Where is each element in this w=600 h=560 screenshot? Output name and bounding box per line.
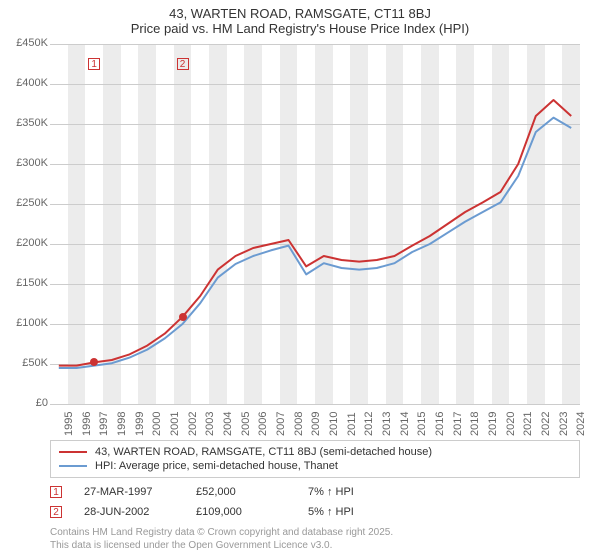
y-tick-label: £250K	[0, 197, 48, 209]
y-gridline	[50, 404, 580, 405]
x-tick-label: 2012	[363, 412, 375, 436]
y-tick-label: £350K	[0, 117, 48, 129]
legend-item: HPI: Average price, semi-detached house,…	[59, 459, 571, 473]
legend-label: 43, WARTEN ROAD, RAMSGATE, CT11 8BJ (sem…	[95, 446, 432, 458]
sale-price: £109,000	[196, 506, 286, 518]
sale-date: 27-MAR-1997	[84, 486, 174, 498]
x-tick-label: 2000	[151, 412, 163, 436]
x-tick-label: 2017	[452, 412, 464, 436]
x-tick-label: 1995	[63, 412, 75, 436]
series-line-subject	[59, 100, 571, 366]
x-tick-label: 2004	[222, 412, 234, 436]
sale-marker-icon: 2	[50, 506, 62, 518]
x-tick-label: 2020	[505, 412, 517, 436]
attribution-line: This data is licensed under the Open Gov…	[50, 539, 580, 552]
x-tick-label: 2001	[169, 412, 181, 436]
attribution-line: Contains HM Land Registry data © Crown c…	[50, 526, 580, 539]
x-tick-label: 2018	[469, 412, 481, 436]
x-tick-label: 2024	[575, 412, 587, 436]
x-tick-label: 2015	[416, 412, 428, 436]
y-tick-label: £200K	[0, 237, 48, 249]
sale-delta: 5% ↑ HPI	[308, 506, 398, 518]
y-tick-label: £450K	[0, 37, 48, 49]
y-tick-label: £100K	[0, 317, 48, 329]
x-tick-label: 2009	[310, 412, 322, 436]
sale-marker-icon: 1	[50, 486, 62, 498]
x-tick-label: 1996	[81, 412, 93, 436]
y-tick-label: £50K	[0, 357, 48, 369]
y-tick-label: £300K	[0, 157, 48, 169]
x-tick-label: 2003	[204, 412, 216, 436]
x-tick-label: 2019	[487, 412, 499, 436]
legend-swatch	[59, 465, 87, 467]
attribution-block: Contains HM Land Registry data © Crown c…	[50, 526, 580, 552]
x-tick-label: 1998	[116, 412, 128, 436]
x-tick-label: 2023	[558, 412, 570, 436]
x-tick-label: 2006	[257, 412, 269, 436]
y-tick-label: £150K	[0, 277, 48, 289]
sale-date: 28-JUN-2002	[84, 506, 174, 518]
page-title: 43, WARTEN ROAD, RAMSGATE, CT11 8BJ	[0, 6, 600, 21]
below-chart-block: 43, WARTEN ROAD, RAMSGATE, CT11 8BJ (sem…	[50, 440, 580, 552]
x-tick-label: 2014	[399, 412, 411, 436]
sale-note-row: 2 28-JUN-2002 £109,000 5% ↑ HPI	[50, 506, 580, 518]
sale-dot	[179, 313, 187, 321]
x-tick-label: 2011	[346, 412, 358, 436]
y-tick-label: £0	[0, 397, 48, 409]
x-tick-label: 2005	[240, 412, 252, 436]
sale-note-row: 1 27-MAR-1997 £52,000 7% ↑ HPI	[50, 486, 580, 498]
x-tick-label: 2013	[381, 412, 393, 436]
chart-lines-svg	[50, 44, 580, 404]
x-tick-label: 2008	[293, 412, 305, 436]
legend-box: 43, WARTEN ROAD, RAMSGATE, CT11 8BJ (sem…	[50, 440, 580, 478]
legend-item: 43, WARTEN ROAD, RAMSGATE, CT11 8BJ (sem…	[59, 445, 571, 459]
x-tick-label: 1997	[98, 412, 110, 436]
legend-swatch	[59, 451, 87, 453]
legend-label: HPI: Average price, semi-detached house,…	[95, 460, 338, 472]
x-tick-label: 2007	[275, 412, 287, 436]
x-tick-label: 2016	[434, 412, 446, 436]
series-line-hpi	[59, 118, 571, 368]
x-tick-label: 2021	[522, 412, 534, 436]
x-tick-label: 2022	[540, 412, 552, 436]
x-tick-label: 2010	[328, 412, 340, 436]
sale-callout-box: 1	[88, 58, 100, 70]
page-subtitle: Price paid vs. HM Land Registry's House …	[0, 21, 600, 36]
sale-delta: 7% ↑ HPI	[308, 486, 398, 498]
y-tick-label: £400K	[0, 77, 48, 89]
chart-plot-area: 12	[50, 44, 580, 404]
sale-price: £52,000	[196, 486, 286, 498]
sale-callout-box: 2	[177, 58, 189, 70]
x-tick-label: 1999	[134, 412, 146, 436]
sale-dot	[90, 358, 98, 366]
x-tick-label: 2002	[187, 412, 199, 436]
